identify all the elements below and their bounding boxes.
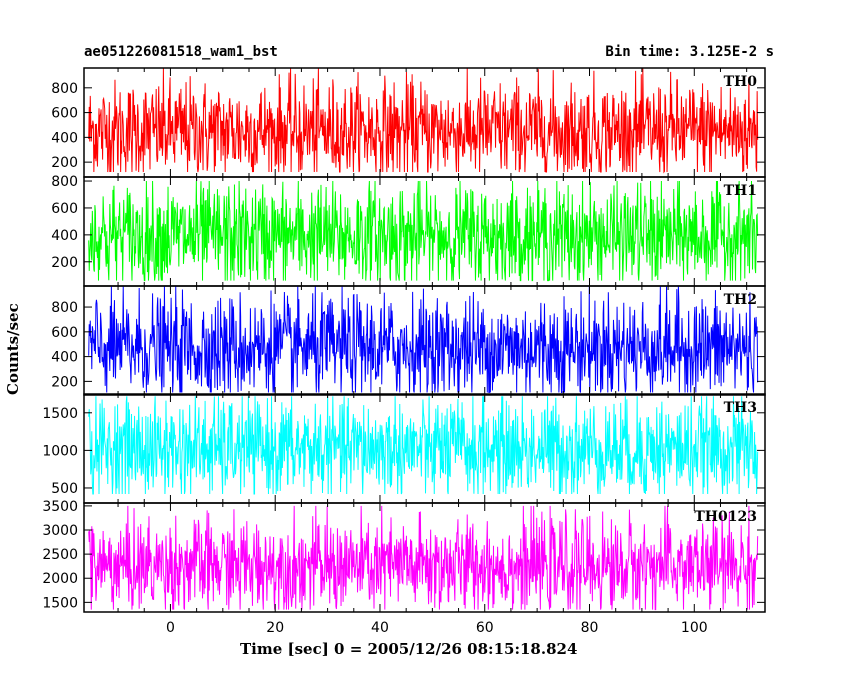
y-tick-label: 3500 (42, 499, 78, 515)
panel-label-th0: TH0 (724, 74, 758, 90)
x-axis-label: Time [sec] 0 = 2005/12/26 08:15:18.824 (240, 640, 578, 658)
y-tick-label: 200 (51, 374, 78, 390)
y-tick-label: 2500 (42, 547, 78, 563)
x-tick-label: 100 (681, 620, 708, 636)
chart-title-right: Bin time: 3.125E-2 s (605, 44, 774, 60)
y-tick-label: 400 (51, 350, 78, 366)
y-tick-label: 500 (51, 481, 78, 497)
panel-label-th3: TH3 (724, 400, 757, 416)
y-tick-label: 1500 (42, 406, 78, 422)
series-line-th3 (88, 396, 759, 495)
series-line-th0 (88, 67, 759, 174)
y-tick-label: 800 (51, 300, 78, 316)
y-tick-label: 200 (51, 155, 78, 171)
panel-label-th1: TH1 (724, 183, 757, 199)
y-tick-label: 400 (51, 130, 78, 146)
y-tick-label: 800 (51, 174, 78, 190)
x-tick-label: 80 (581, 620, 599, 636)
y-tick-label: 1500 (42, 595, 78, 611)
panel-label-th2: TH2 (724, 292, 757, 308)
panel-frame-th2 (83, 285, 766, 396)
series-line-th1 (88, 181, 759, 282)
x-tick-label: 20 (266, 620, 284, 636)
y-tick-label: 600 (51, 106, 78, 122)
panel-frame-th3 (83, 393, 766, 504)
panel-frame-th0123 (83, 502, 766, 613)
panel-label-th0123: TH0123 (694, 509, 757, 525)
series-line-th0123 (88, 505, 759, 611)
series-line-th2 (88, 285, 759, 394)
x-tick-label: 0 (166, 620, 175, 636)
y-tick-label: 600 (51, 201, 78, 217)
y-axis-label: Counts/sec (4, 303, 22, 395)
y-tick-label: 3000 (42, 523, 78, 539)
chart-title-left: ae051226081518_wam1_bst (84, 44, 278, 60)
y-tick-label: 600 (51, 325, 78, 341)
y-tick-label: 400 (51, 228, 78, 244)
y-tick-label: 200 (51, 255, 78, 271)
y-tick-label: 800 (51, 81, 78, 97)
x-tick-label: 40 (371, 620, 389, 636)
x-tick-label: 60 (476, 620, 494, 636)
y-tick-label: 1000 (42, 443, 78, 459)
y-tick-label: 2000 (42, 571, 78, 587)
